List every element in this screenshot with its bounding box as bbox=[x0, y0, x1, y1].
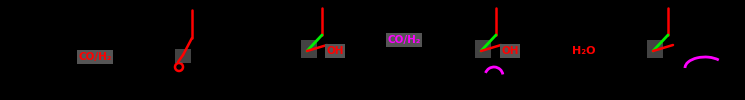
Bar bbox=[175, 49, 191, 63]
Text: OH: OH bbox=[501, 46, 519, 56]
Text: CO/H₂: CO/H₂ bbox=[78, 52, 112, 62]
Text: CO/H₂: CO/H₂ bbox=[387, 35, 421, 45]
Bar bbox=[301, 40, 317, 58]
Text: OH: OH bbox=[326, 46, 343, 56]
Bar bbox=[475, 40, 491, 58]
Text: H₂O: H₂O bbox=[572, 46, 596, 56]
Bar bbox=[647, 40, 663, 58]
